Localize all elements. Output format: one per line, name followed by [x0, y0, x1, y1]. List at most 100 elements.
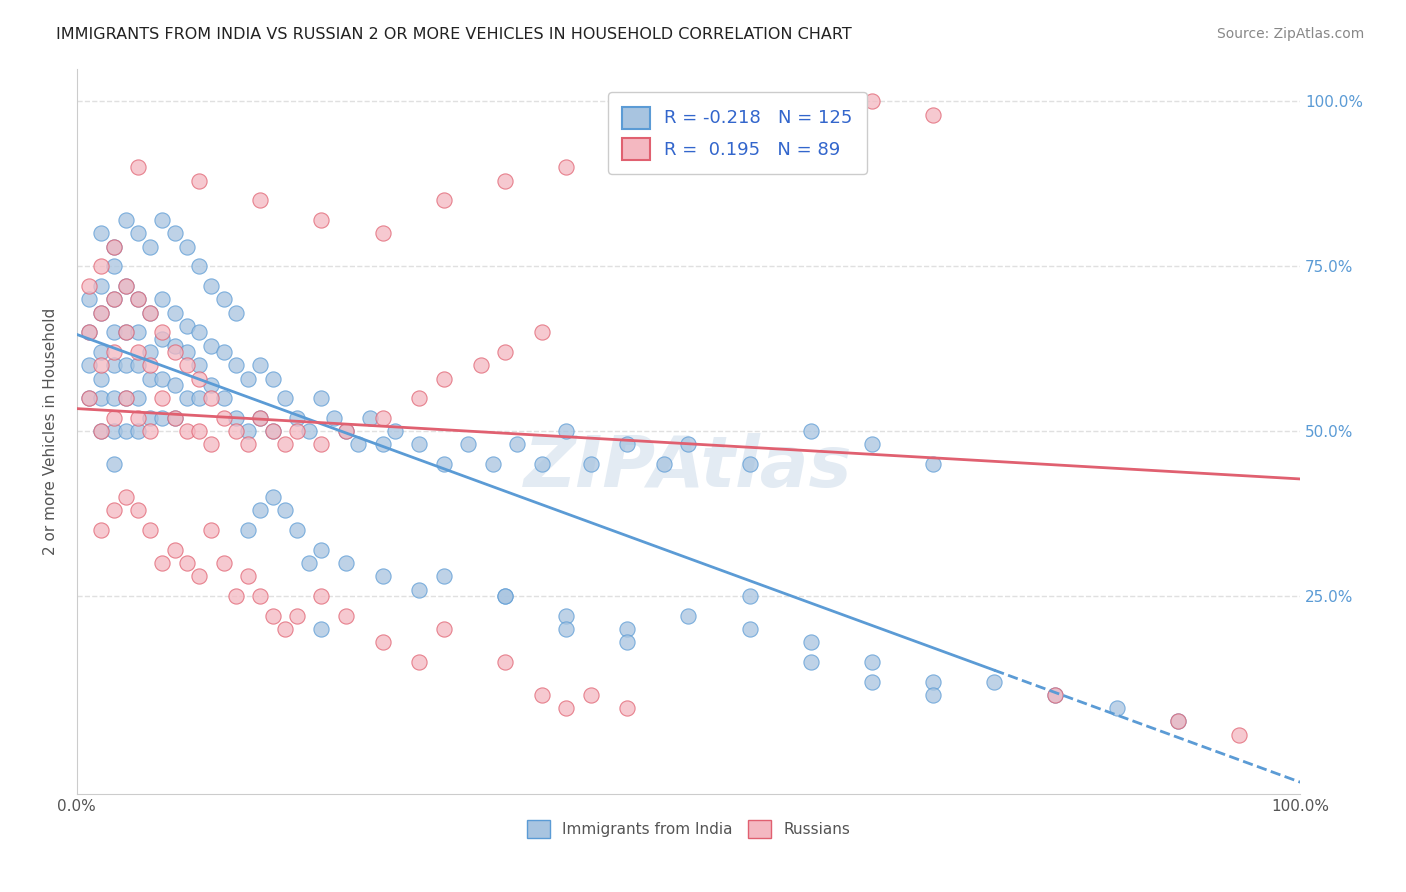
Point — [152, 332, 174, 346]
Point — [433, 457, 456, 471]
Point — [678, 437, 700, 451]
Point — [249, 589, 271, 603]
Point — [738, 457, 761, 471]
Point — [1167, 714, 1189, 729]
Point — [738, 622, 761, 636]
Point — [127, 411, 149, 425]
Point — [616, 622, 638, 636]
Point — [371, 227, 394, 241]
Point — [579, 457, 602, 471]
Point — [262, 490, 284, 504]
Point — [127, 293, 149, 307]
Point — [114, 392, 136, 406]
Point — [90, 305, 112, 319]
Point — [163, 411, 186, 425]
Point — [860, 437, 883, 451]
Point — [152, 556, 174, 570]
Point — [616, 147, 638, 161]
Point — [90, 371, 112, 385]
Point — [371, 635, 394, 649]
Point — [163, 227, 186, 241]
Point — [127, 392, 149, 406]
Point — [103, 503, 125, 517]
Point — [494, 655, 516, 669]
Point — [103, 457, 125, 471]
Point — [249, 503, 271, 517]
Point — [433, 622, 456, 636]
Point — [103, 345, 125, 359]
Point — [90, 523, 112, 537]
Point — [176, 359, 198, 373]
Point — [212, 293, 235, 307]
Point — [249, 194, 271, 208]
Point — [262, 609, 284, 624]
Point — [335, 424, 357, 438]
Point — [335, 424, 357, 438]
Point — [127, 359, 149, 373]
Point — [90, 227, 112, 241]
Point — [114, 279, 136, 293]
Point — [371, 437, 394, 451]
Point — [335, 556, 357, 570]
Point — [127, 503, 149, 517]
Point — [163, 305, 186, 319]
Point — [408, 582, 430, 597]
Point — [103, 424, 125, 438]
Point — [860, 95, 883, 109]
Point — [77, 359, 100, 373]
Point — [274, 392, 297, 406]
Point — [236, 523, 259, 537]
Point — [579, 688, 602, 702]
Point — [530, 688, 553, 702]
Point — [298, 556, 321, 570]
Point — [139, 371, 162, 385]
Point — [176, 318, 198, 333]
Point — [285, 523, 308, 537]
Point — [114, 213, 136, 227]
Point — [77, 392, 100, 406]
Point — [285, 411, 308, 425]
Point — [188, 359, 211, 373]
Point — [103, 239, 125, 253]
Point — [616, 437, 638, 451]
Point — [1105, 701, 1128, 715]
Point — [433, 569, 456, 583]
Point — [335, 609, 357, 624]
Point — [298, 424, 321, 438]
Point — [225, 411, 247, 425]
Point — [922, 688, 945, 702]
Point — [139, 411, 162, 425]
Point — [163, 543, 186, 558]
Point — [163, 338, 186, 352]
Point — [212, 392, 235, 406]
Point — [1167, 714, 1189, 729]
Point — [139, 523, 162, 537]
Point — [114, 359, 136, 373]
Point — [163, 411, 186, 425]
Point — [103, 260, 125, 274]
Point — [114, 326, 136, 340]
Point — [800, 108, 823, 122]
Point — [188, 371, 211, 385]
Point — [188, 326, 211, 340]
Point — [176, 556, 198, 570]
Point — [652, 457, 675, 471]
Point — [90, 424, 112, 438]
Point — [152, 392, 174, 406]
Point — [212, 411, 235, 425]
Point — [200, 523, 222, 537]
Point — [530, 457, 553, 471]
Point — [188, 569, 211, 583]
Point — [506, 437, 529, 451]
Point — [249, 411, 271, 425]
Point — [408, 655, 430, 669]
Point — [152, 411, 174, 425]
Point — [274, 437, 297, 451]
Point — [616, 701, 638, 715]
Point — [494, 589, 516, 603]
Point — [103, 293, 125, 307]
Point — [90, 279, 112, 293]
Point — [494, 345, 516, 359]
Point — [555, 622, 578, 636]
Point — [176, 424, 198, 438]
